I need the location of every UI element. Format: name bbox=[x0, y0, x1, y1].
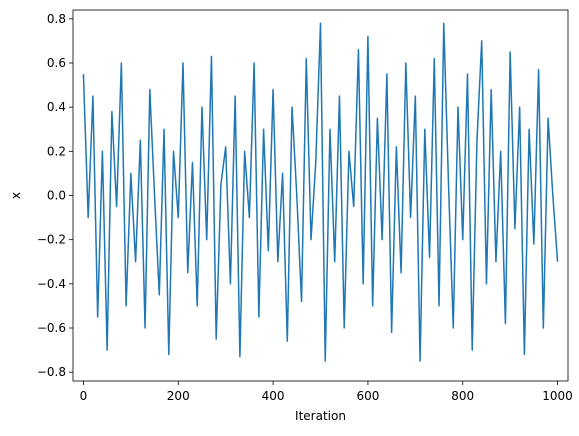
y-tick-label: −0.6 bbox=[37, 321, 66, 335]
x-axis-label: Iteration bbox=[295, 409, 346, 423]
y-axis-ticks: −0.8 −0.6 −0.4 −0.2 0.0 0.2 0.4 0.6 0.8 bbox=[37, 12, 73, 379]
y-axis-label: x bbox=[9, 192, 23, 199]
x-tick-label: 1000 bbox=[542, 389, 573, 403]
y-tick-label: 0.6 bbox=[47, 56, 66, 70]
y-tick-label: −0.8 bbox=[37, 365, 66, 379]
plot-area bbox=[82, 22, 559, 362]
x-tick-label: 200 bbox=[167, 389, 190, 403]
x-tick-label: 0 bbox=[80, 389, 88, 403]
x-axis-ticks: 0 200 400 600 800 1000 bbox=[80, 381, 573, 403]
y-tick-label: −0.4 bbox=[37, 277, 66, 291]
y-tick-label: 0.0 bbox=[47, 189, 66, 203]
y-tick-label: 0.8 bbox=[47, 12, 66, 26]
y-tick-label: 0.2 bbox=[47, 144, 66, 158]
x-tick-label: 600 bbox=[356, 389, 379, 403]
y-tick-label: −0.2 bbox=[37, 233, 66, 247]
y-tick-label: 0.4 bbox=[47, 100, 66, 114]
series-line-0 bbox=[82, 22, 559, 362]
axes-frame bbox=[72, 9, 569, 382]
x-tick-label: 400 bbox=[262, 389, 285, 403]
x-tick-label: 800 bbox=[451, 389, 474, 403]
